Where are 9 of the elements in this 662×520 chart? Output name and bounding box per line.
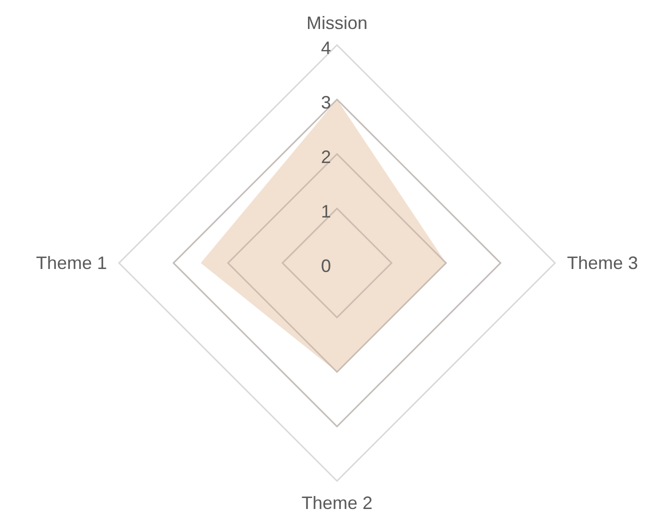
spoke-label: Theme 2 bbox=[301, 493, 373, 513]
spoke-label: Theme 1 bbox=[36, 253, 107, 273]
y-tick-label: 0 bbox=[320, 256, 331, 276]
y-tick-label: 1 bbox=[320, 202, 331, 222]
y-tick-label: 3 bbox=[320, 92, 331, 112]
spoke-label: Theme 3 bbox=[567, 253, 638, 273]
spoke-label: Mission bbox=[306, 13, 368, 33]
y-tick-label: 4 bbox=[320, 38, 331, 58]
y-tick-label: 2 bbox=[320, 147, 331, 167]
